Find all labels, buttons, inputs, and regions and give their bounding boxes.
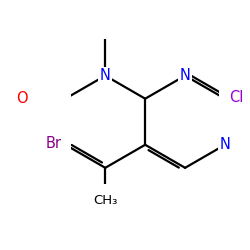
Text: N: N [100,68,111,83]
Text: CH₃: CH₃ [93,194,118,207]
Text: O: O [16,91,28,106]
Text: Br: Br [46,136,62,151]
Text: N: N [180,68,190,83]
Text: N: N [220,137,230,152]
Text: Cl: Cl [229,90,244,105]
